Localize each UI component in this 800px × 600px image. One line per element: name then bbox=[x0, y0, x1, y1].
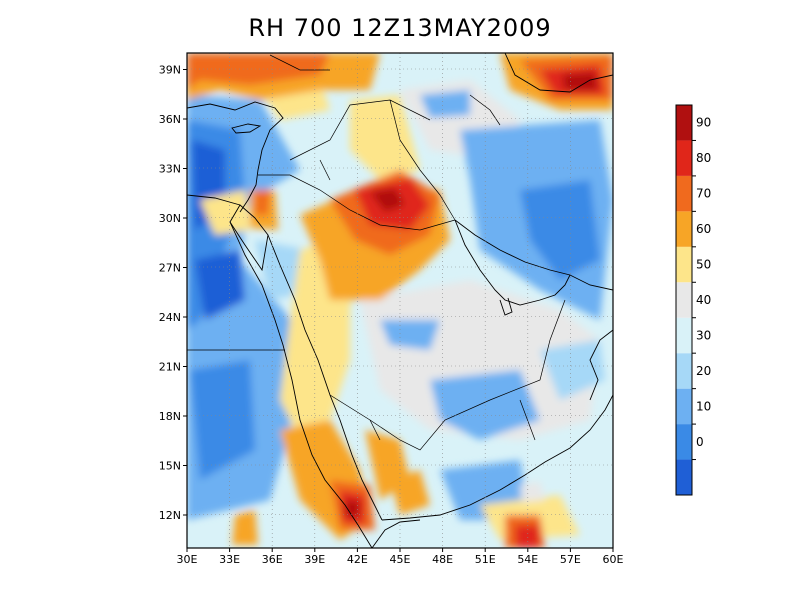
latitude-axis: 12N 15N 18N 21N 24N 27N 30N 33N 36N 39N bbox=[159, 64, 187, 522]
lon-tick-label: 51E bbox=[475, 553, 496, 566]
colorbar-swatch bbox=[676, 175, 692, 212]
colorbar-label: 90 bbox=[696, 116, 711, 130]
longitude-axis: 30E 33E 36E 39E 42E 45E 48E 51E 54E 57E 60E bbox=[177, 548, 624, 566]
lat-tick-label: 12N bbox=[159, 509, 181, 522]
lon-tick-label: 39E bbox=[304, 553, 325, 566]
colorbar-label: 10 bbox=[696, 399, 711, 413]
colorbar-swatch bbox=[676, 105, 692, 141]
colorbar-label: 60 bbox=[696, 222, 711, 236]
colorbar-label: 50 bbox=[696, 258, 711, 272]
colorbar-swatch bbox=[676, 353, 692, 389]
colorbar-label: 70 bbox=[696, 187, 711, 201]
lat-tick-label: 15N bbox=[159, 460, 181, 473]
lon-tick-label: 48E bbox=[432, 553, 453, 566]
colorbar-swatch bbox=[676, 388, 692, 425]
lat-tick-label: 36N bbox=[159, 113, 181, 126]
coastlines bbox=[187, 53, 613, 548]
lat-tick-label: 21N bbox=[159, 361, 181, 374]
colorbar-label: 80 bbox=[696, 151, 711, 165]
lon-tick-label: 57E bbox=[560, 553, 581, 566]
colorbar-swatch bbox=[676, 140, 692, 176]
rh-field bbox=[187, 53, 613, 548]
lon-tick-label: 42E bbox=[347, 553, 368, 566]
lon-tick-label: 30E bbox=[177, 553, 198, 566]
lat-tick-label: 24N bbox=[159, 311, 181, 324]
lat-tick-label: 18N bbox=[159, 410, 181, 423]
map-title: RH 700 12Z13MAY2009 bbox=[248, 14, 552, 42]
colorbar-swatch bbox=[676, 282, 692, 318]
lat-tick-label: 39N bbox=[159, 64, 181, 77]
grid bbox=[187, 53, 613, 548]
lon-tick-label: 54E bbox=[517, 553, 538, 566]
lat-tick-label: 30N bbox=[159, 212, 181, 225]
colorbar-label: 30 bbox=[696, 328, 711, 342]
colorbar-swatch bbox=[676, 246, 692, 283]
colorbar-swatch bbox=[676, 211, 692, 247]
colorbar-swatch bbox=[676, 317, 692, 354]
lon-tick-label: 33E bbox=[219, 553, 240, 566]
colorbar-label: 0 bbox=[696, 435, 704, 449]
lon-tick-label: 45E bbox=[390, 553, 411, 566]
lon-tick-label: 36E bbox=[262, 553, 283, 566]
borders bbox=[187, 54, 566, 451]
colorbar-label: 40 bbox=[696, 293, 711, 307]
colorbar-swatch bbox=[676, 424, 692, 460]
colorbar-label: 20 bbox=[696, 364, 711, 378]
lat-tick-label: 33N bbox=[159, 163, 181, 176]
colorbar-swatch bbox=[676, 459, 692, 495]
lat-tick-label: 27N bbox=[159, 262, 181, 275]
colorbar: 0 10 20 30 40 50 60 70 80 90 bbox=[675, 104, 711, 496]
colorbar-frame bbox=[675, 104, 693, 496]
lon-tick-label: 60E bbox=[603, 553, 624, 566]
